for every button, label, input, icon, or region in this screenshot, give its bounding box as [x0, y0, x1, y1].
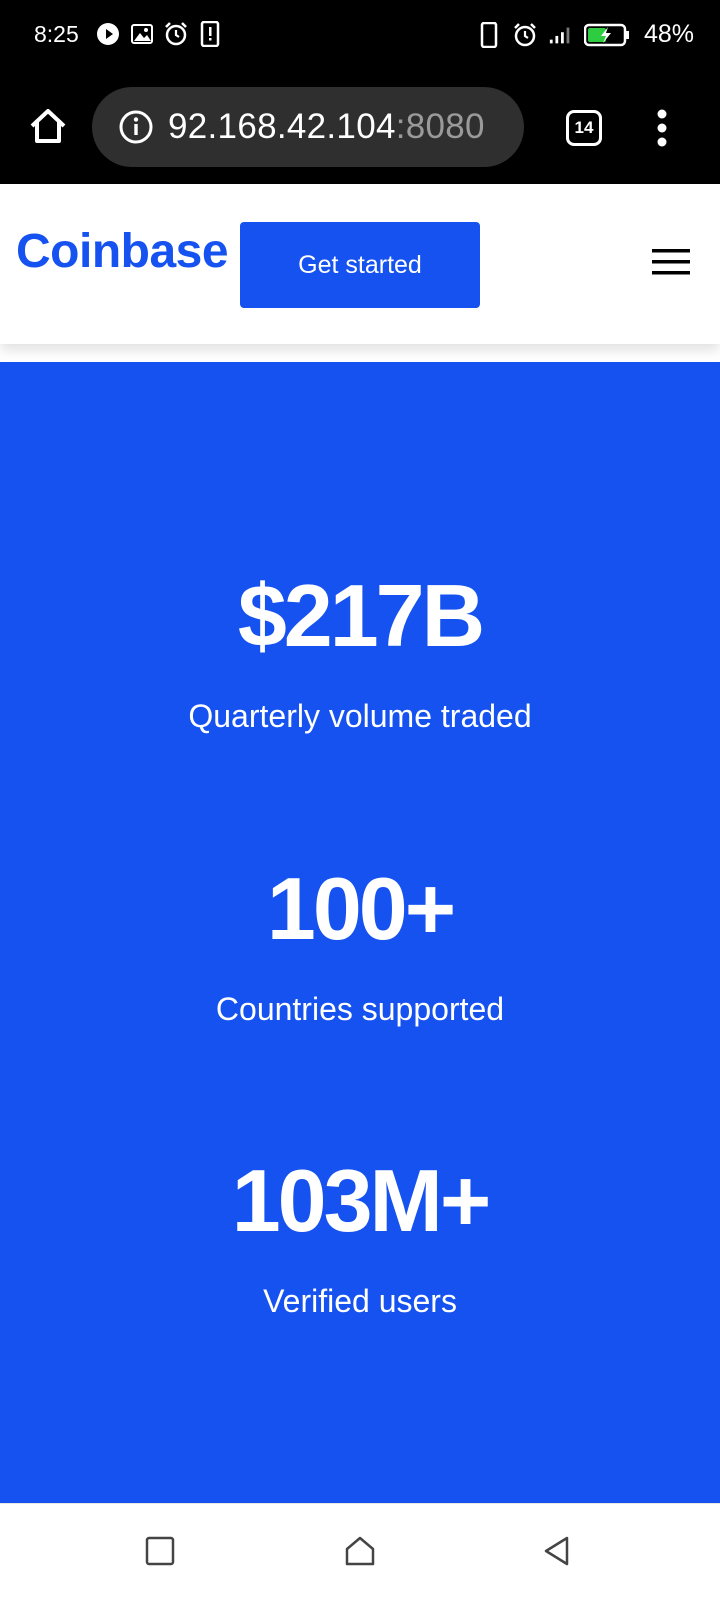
url-text[interactable]: 92.168.42.104:8080 — [168, 107, 485, 147]
phone-alert-icon — [197, 20, 223, 48]
stat-label: Verified users — [263, 1283, 457, 1319]
stat-value: 100+ — [266, 859, 456, 958]
stat-item: 100+ Countries supported — [0, 865, 720, 1028]
android-nav-bar — [0, 1503, 720, 1600]
battery-percent: 48% — [643, 20, 694, 48]
recents-button[interactable] — [143, 1534, 177, 1568]
url-host: 92.168.42.104 — [168, 107, 396, 146]
status-bar: 8:25 48% — [0, 0, 720, 72]
stat-label: Quarterly volume traded — [188, 698, 532, 734]
coinbase-logo[interactable]: Coinbase — [16, 225, 229, 278]
stat-label: Countries supported — [215, 991, 505, 1027]
alarm-icon — [512, 21, 538, 49]
get-started-button[interactable]: Get started — [240, 222, 480, 308]
status-time: 8:25 — [34, 20, 79, 47]
status-bar-left: 8:25 — [34, 20, 223, 48]
hamburger-icon — [652, 249, 690, 275]
back-triangle-icon — [544, 1536, 569, 1566]
stat-item: $217B Quarterly volume traded — [0, 572, 720, 735]
signal-icon — [548, 21, 574, 49]
stat-item: 103M+ Verified users — [0, 1157, 720, 1320]
stats-section: $217B Quarterly volume traded 100+ Count… — [0, 362, 720, 1503]
browser-menu-button[interactable] — [652, 106, 672, 150]
url-bar[interactable]: 92.168.42.104:8080 — [92, 87, 524, 167]
alarm-icon — [163, 20, 189, 48]
browser-toolbar: 92.168.42.104:8080 14 — [0, 72, 720, 184]
status-bar-right: 48% — [476, 20, 694, 49]
stat-value: 103M+ — [231, 1151, 492, 1250]
vibrate-icon — [476, 21, 502, 49]
nav-home-button[interactable] — [343, 1534, 377, 1568]
back-button[interactable] — [540, 1534, 574, 1568]
play-circle-icon — [95, 20, 121, 48]
home-outline-icon — [345, 1536, 375, 1566]
home-icon — [30, 109, 66, 143]
stat-value: $217B — [237, 566, 485, 665]
hamburger-menu-button[interactable] — [652, 248, 690, 276]
square-icon — [145, 1536, 175, 1566]
tab-switcher-button[interactable]: 14 — [566, 110, 602, 146]
battery-charging-icon — [583, 21, 630, 49]
info-icon[interactable] — [118, 109, 154, 145]
image-icon — [129, 20, 155, 48]
url-port: :8080 — [395, 107, 485, 146]
more-vert-icon — [657, 109, 667, 147]
site-header: Coinbase Get started — [0, 184, 720, 344]
home-button[interactable] — [28, 106, 68, 146]
